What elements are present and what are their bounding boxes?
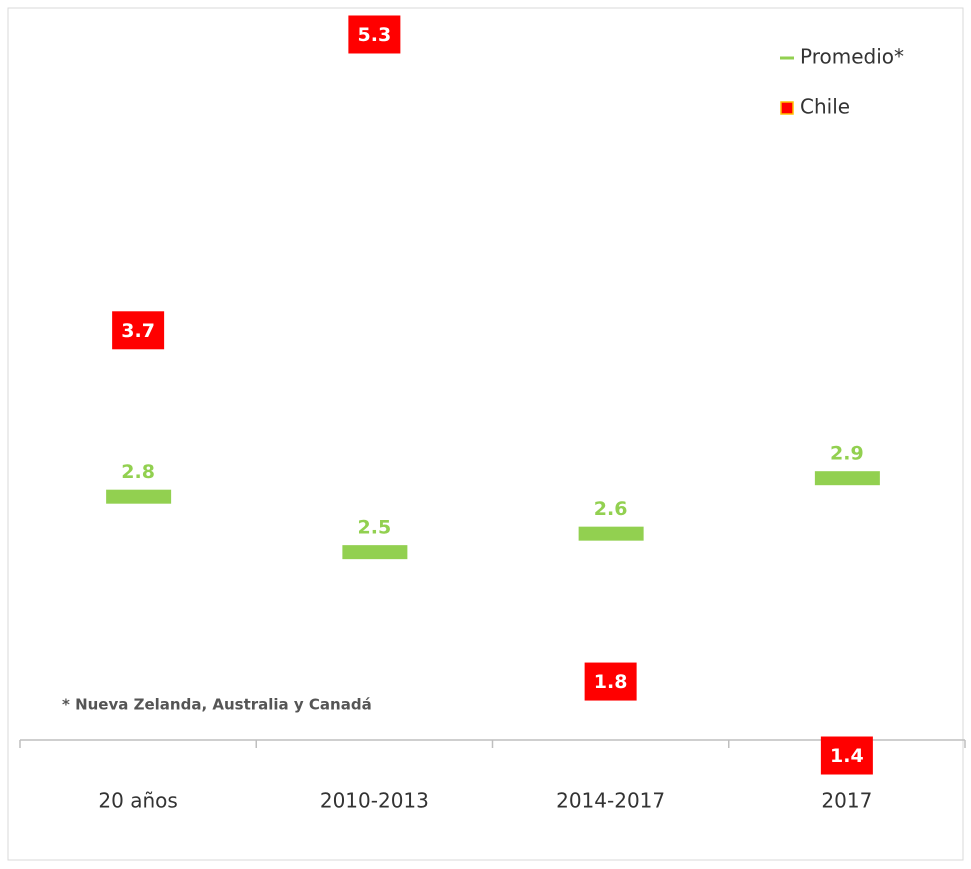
- data-label: 2.9: [830, 443, 864, 465]
- x-tick-label: 2017: [821, 789, 872, 813]
- x-tick-label: 20 años: [98, 789, 177, 813]
- average-marker: [814, 471, 880, 486]
- average-marker: [342, 545, 408, 560]
- chile-marker: [584, 662, 637, 701]
- data-label: 5.3: [358, 24, 392, 46]
- chile-marker: [348, 15, 401, 54]
- average-marker: [106, 489, 172, 504]
- data-label: 2.8: [121, 461, 155, 483]
- data-label: 2.5: [358, 517, 392, 539]
- data-label: 3.7: [121, 320, 155, 342]
- average-marker: [578, 526, 644, 541]
- data-label: 2.6: [594, 498, 628, 520]
- data-label: 1.4: [830, 745, 864, 767]
- x-tick-label: 2014-2017: [556, 789, 665, 813]
- footnote: * Nueva Zelanda, Australia y Canadá: [62, 696, 372, 714]
- legend-label: Chile: [800, 95, 850, 119]
- chile-marker: [820, 736, 873, 775]
- legend-label: Promedio*: [800, 45, 904, 69]
- legend-swatch: [780, 101, 794, 115]
- data-label: 1.8: [594, 671, 628, 693]
- chile-marker: [112, 311, 165, 350]
- chart-frame: [7, 7, 964, 861]
- x-tick-label: 2010-2013: [320, 789, 429, 813]
